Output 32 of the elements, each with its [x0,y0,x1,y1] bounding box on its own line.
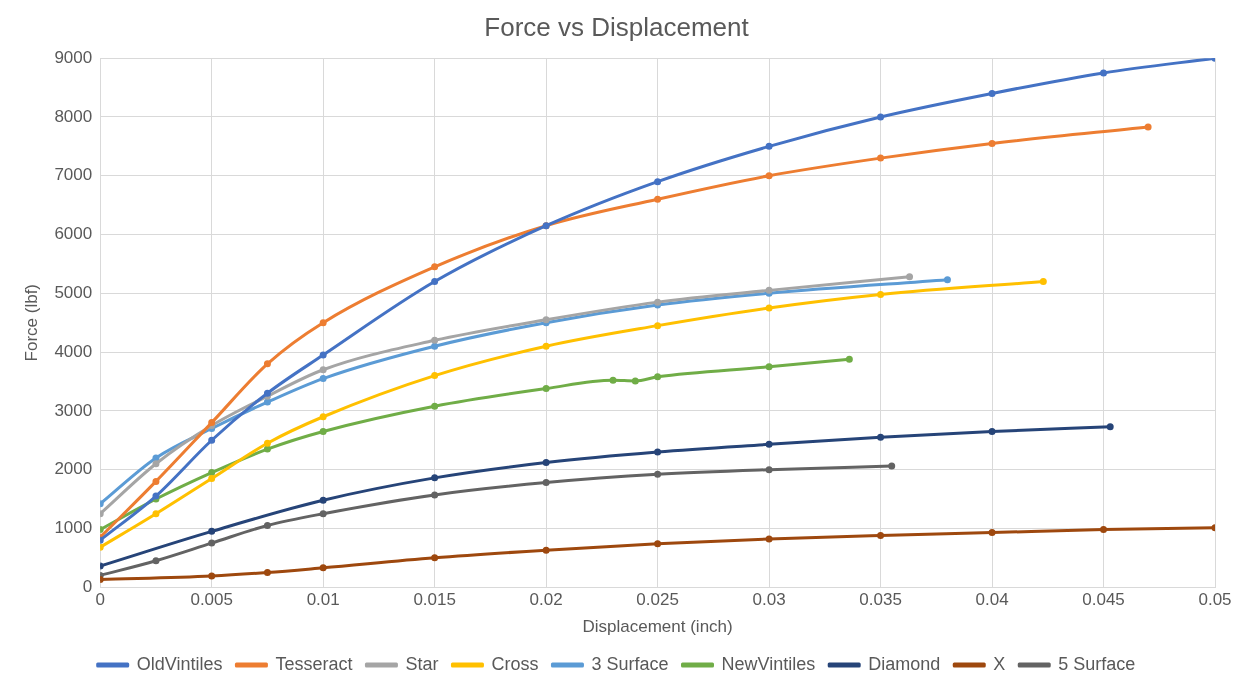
x-tick-label: 0.025 [636,590,679,610]
x-tick-label: 0.035 [859,590,902,610]
y-tick-label: 6000 [54,224,93,244]
legend-label: Cross [491,653,539,674]
chart-title: Force vs Displacement [484,11,750,42]
x-tick-label: 0.045 [1082,590,1125,610]
y-tick-label: 0 [82,576,93,596]
legend-label: 5 Surface [1058,653,1136,674]
legend-label: Diamond [868,653,941,674]
y-tick-label: 3000 [54,400,93,420]
x-tick-label: 0.005 [190,590,233,610]
x-tick-label: 0.02 [529,590,563,610]
y-tick-label: 8000 [54,106,93,126]
x-tick-label: 0.01 [306,590,340,610]
x-tick-label: 0.04 [975,590,1009,610]
x-tick-label: 0.015 [413,590,456,610]
x-tick-label: 0.05 [1198,590,1232,610]
y-axis-title: Force (lbf) [21,283,41,362]
x-axis-title: Displacement (inch) [582,617,733,637]
legend-label: 3 Surface [591,653,669,674]
legend-label: NewVintiles [721,653,816,674]
y-tick-label: 1000 [54,518,93,538]
legend-label: X [993,653,1006,674]
legend-label: OldVintiles [136,653,223,674]
x-tick-label: 0.03 [752,590,786,610]
legend-label: Tesseract [275,653,353,674]
y-tick-label: 5000 [54,283,93,302]
y-tick-label: 2000 [54,459,93,479]
y-tick-label: 7000 [54,165,93,185]
y-tick-label: 9000 [54,47,93,67]
legend-label: Star [405,653,439,674]
y-tick-label: 4000 [54,341,93,361]
